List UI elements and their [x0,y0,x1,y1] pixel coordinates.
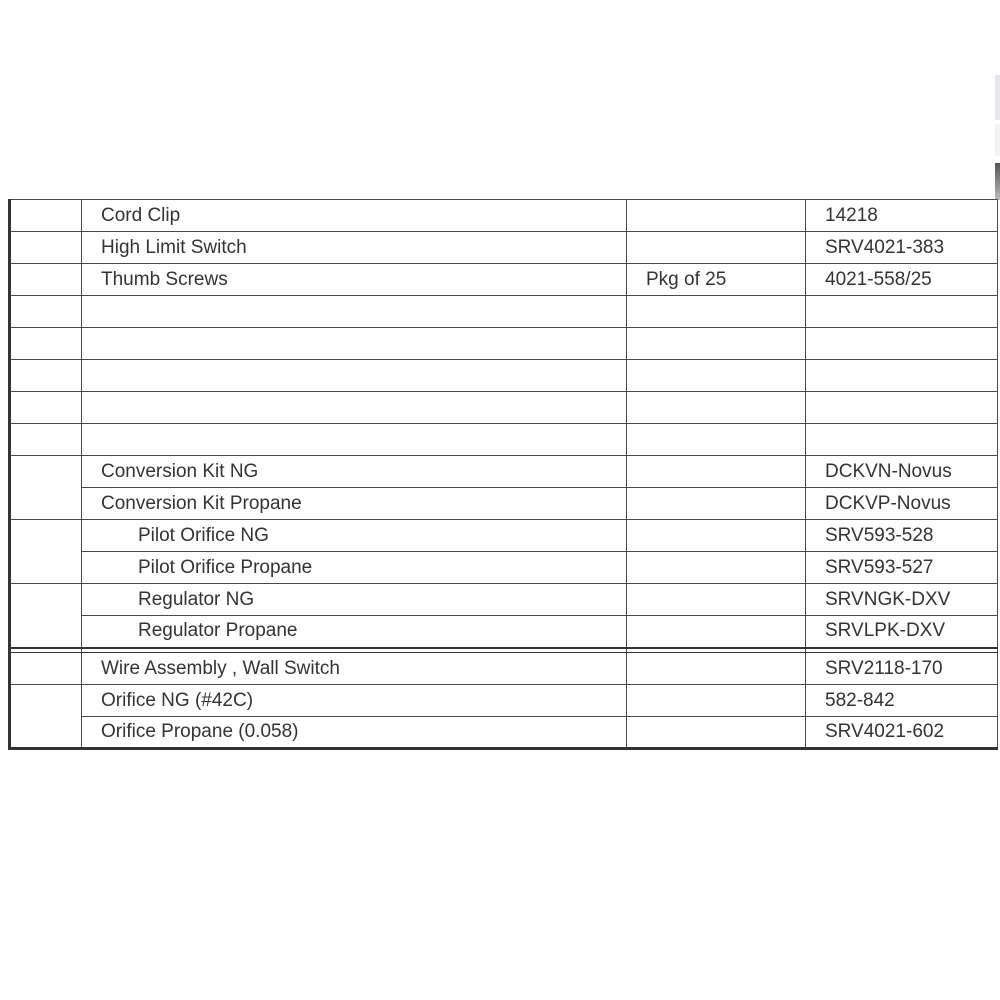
table-row: Conversion Kit Propane DCKVP-Novus [10,487,998,520]
part-number-cell [805,327,998,360]
part-number-cell: SRV593-527 [805,551,998,584]
description-cell: Thumb Screws [81,263,627,296]
part-number-cell: SRV2118-170 [805,652,998,685]
part-number-cell: SRV4021-602 [805,716,998,750]
table-row: Orifice Propane (0.058) SRV4021-602 [10,716,998,750]
description-cell: Pilot Orifice Propane [81,551,627,584]
description-cell: Conversion Kit NG [81,455,627,488]
qty-cell [626,199,806,232]
part-number-cell [805,423,998,456]
qty-cell [626,519,806,552]
part-number-cell: 14218 [805,199,998,232]
table-row [9,327,998,360]
description-cell [81,423,627,456]
part-number-cell: SRVNGK-DXV [805,583,998,616]
background-window-fragment [995,163,1000,200]
description-cell [81,327,627,360]
table-row [9,359,998,392]
qty-cell [626,231,806,264]
table-row [9,391,998,424]
parts-table: Cord Clip 14218 High Limit Switch SRV4021-… [8,199,998,750]
qty-cell [626,359,806,392]
description-cell: Orifice NG (#42C) [81,684,627,717]
qty-cell [626,615,806,648]
qty-cell [626,652,806,685]
part-number-cell [805,295,998,328]
qty-cell [626,551,806,584]
qty-cell [626,716,806,750]
part-number-cell: DCKVP-Novus [805,487,998,520]
qty-cell [626,423,806,456]
part-number-cell [805,391,998,424]
qty-cell [626,684,806,717]
description-cell: Regulator NG [81,583,627,616]
table-row: Cord Clip 14218 [9,199,998,232]
background-window-fragment [995,75,1000,120]
description-cell [81,391,627,424]
qty-cell [626,487,806,520]
description-cell [81,359,627,392]
description-cell: Wire Assembly , Wall Switch [81,652,627,685]
description-cell: Orifice Propane (0.058) [81,716,627,750]
table-row: High Limit Switch SRV4021-383 [9,231,998,264]
table-row: Orifice NG (#42C) 582-842 [9,684,998,750]
table-row: Thumb Screws Pkg of 25 4021-558/25 [9,263,998,296]
description-cell: High Limit Switch [81,231,627,264]
part-number-cell: 4021-558/25 [805,263,998,296]
qty-cell [626,583,806,616]
description-cell [81,295,627,328]
part-number-cell [805,359,998,392]
table-row: Conversion Kit NG DCKVN-Novus [9,455,998,520]
qty-cell [626,295,806,328]
description-cell: Conversion Kit Propane [81,487,627,520]
qty-cell: Pkg of 25 [626,263,806,296]
part-number-cell: DCKVN-Novus [805,455,998,488]
table-row: Regulator Propane SRVLPK-DXV [10,615,998,648]
description-cell: Cord Clip [81,199,627,232]
qty-cell [626,455,806,488]
background-window-fragment [995,124,1000,156]
table-row: Regulator NG SRVNGK-DXV [9,583,998,648]
part-number-cell: SRV4021-383 [805,231,998,264]
table-row: Pilot Orifice Propane SRV593-527 [10,551,998,584]
qty-cell [626,391,806,424]
part-number-cell: SRV593-528 [805,519,998,552]
table-row [9,423,998,456]
table-row [9,295,998,328]
table-row: Pilot Orifice NG SRV593-528 [9,519,998,584]
qty-cell [626,327,806,360]
description-cell: Regulator Propane [81,615,627,648]
table-row: Wire Assembly , Wall Switch SRV2118-170 [9,652,998,685]
part-number-cell: 582-842 [805,684,998,717]
part-number-cell: SRVLPK-DXV [805,615,998,648]
description-cell: Pilot Orifice NG [81,519,627,552]
